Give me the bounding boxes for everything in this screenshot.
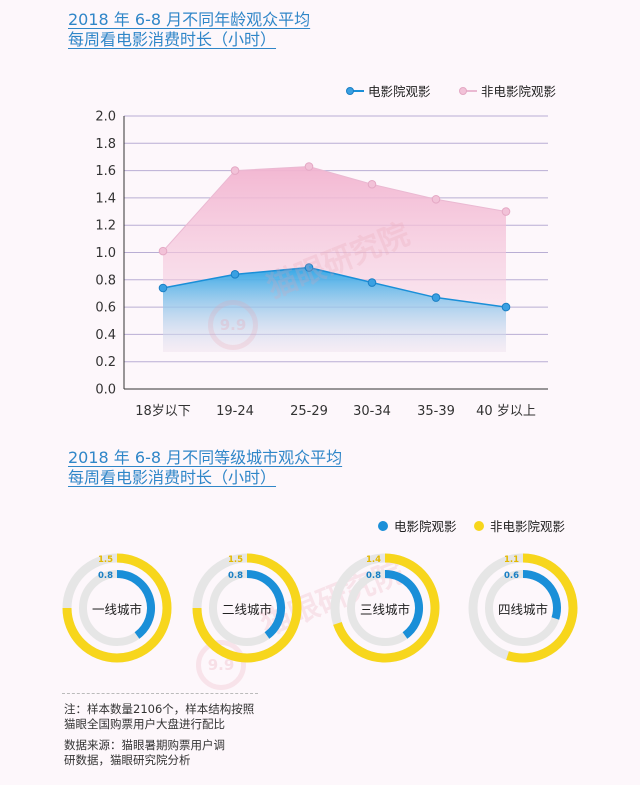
watermark-logo-2: 9.9 [196, 640, 246, 690]
legend-cinema-label: 电影院观影 [368, 84, 431, 99]
donut-arc-cinema [384, 570, 423, 639]
y-tick-label: 0.2 [95, 355, 116, 370]
legend-non-cinema: 非电影院观影 [459, 81, 557, 100]
donut-tier-2: 1.5 0.8 二线城市 [192, 553, 302, 663]
donut-tier-1-graphic: 1.5 0.8 [62, 553, 172, 663]
data-point [367, 179, 377, 189]
data-point [158, 246, 168, 256]
y-tick-label: 2.0 [95, 110, 116, 125]
watermark-logo-1: 9.9 [208, 300, 258, 350]
legend-cinema: 电影院观影 [346, 81, 431, 100]
donut-value-non-cinema: 1.1 [504, 555, 519, 565]
donut-arc-non-cinema [192, 553, 302, 663]
donut-tier-3-label: 三线城市 [359, 601, 410, 617]
y-tick-label: 1.8 [95, 137, 116, 152]
donut-arc-non-cinema [506, 553, 578, 663]
line-chart-title-line-2: 每周看电影消费时长（小时） [68, 30, 277, 49]
donut-tier-4-graphic: 1.1 0.6 [468, 553, 578, 663]
legend-non-cinema-marker [459, 86, 477, 95]
source-note-line-2: 研数据，猫眼研究院分析 [64, 753, 191, 767]
x-tick-label: 25-29 [290, 404, 328, 419]
data-point [501, 302, 511, 312]
donut-legend-non-cinema-marker [474, 520, 484, 531]
donut-tier-2-graphic: 1.5 0.8 [192, 553, 302, 663]
x-tick-label: 35-39 [417, 404, 455, 419]
donut-value-non-cinema: 1.5 [98, 555, 113, 565]
y-tick-label: 0.8 [95, 273, 116, 288]
x-tick-label: 40 岁以上 [476, 404, 536, 419]
data-point [158, 283, 168, 293]
donut-chart-title-line-2: 每周看电影消费时长（小时） [68, 468, 277, 487]
y-tick-label: 0.0 [95, 383, 116, 398]
donut-tier-3: 1.4 0.8 三线城市 [330, 553, 440, 663]
data-point [230, 270, 240, 279]
donut-legend-cinema-label: 电影院观影 [394, 519, 457, 534]
x-tick-label: 18岁以下 [135, 404, 191, 419]
donut-value-cinema: 0.8 [98, 571, 113, 581]
donut-chart-title-line-1: 2018 年 6-8 月不同等级城市观众平均 [68, 448, 343, 467]
series-line-1 [162, 166, 507, 252]
donut-value-cinema: 0.8 [366, 571, 381, 581]
data-point [304, 162, 314, 171]
legend-cinema-marker [346, 86, 364, 95]
donut-tier-4: 1.1 0.6 四线城市 [468, 553, 578, 663]
donut-chart-title: 2018 年 6-8 月不同等级城市观众平均 每周看电影消费时长（小时） [68, 448, 342, 488]
data-point [431, 293, 441, 302]
donut-tier-1: 1.5 0.8 一线城市 [62, 553, 172, 663]
source-note-line-1: 数据来源：猫眼暑期购票用户调 [64, 738, 225, 752]
data-point [431, 194, 441, 204]
donut-value-non-cinema: 1.5 [228, 555, 243, 565]
y-tick-label: 1.2 [95, 219, 116, 234]
data-point [230, 166, 240, 175]
data-point [367, 278, 377, 287]
line-chart-title-line-1: 2018 年 6-8 月不同年龄观众平均 [68, 10, 311, 29]
x-tick-label: 30-34 [353, 404, 391, 419]
legend-non-cinema-label: 非电影院观影 [481, 84, 557, 99]
donut-legend-non-cinema-label: 非电影院观影 [490, 519, 566, 534]
y-tick-label: 1.0 [95, 246, 116, 261]
x-tick-label: 19-24 [216, 404, 254, 419]
data-point [304, 263, 314, 272]
y-tick-label: 0.6 [95, 301, 116, 316]
donut-tier-2-label: 二线城市 [221, 601, 272, 617]
donut-arc-non-cinema [62, 553, 172, 663]
donut-arc-cinema [246, 570, 285, 639]
donut-tier-1-label: 一线城市 [91, 601, 142, 617]
data-point [501, 207, 511, 216]
donut-arc-non-cinema [333, 553, 440, 663]
source-note: 数据来源：猫眼暑期购票用户调 研数据，猫眼研究院分析 [64, 738, 225, 768]
y-tick-label: 1.4 [95, 191, 116, 206]
donut-tier-4-label: 四线城市 [497, 601, 548, 617]
y-tick-label: 1.6 [95, 164, 116, 179]
sample-note-line-2: 猫眼全国购票用户大盘进行配比 [64, 717, 225, 731]
donut-legend-cinema-marker [378, 520, 388, 531]
y-tick-label: 0.4 [95, 328, 116, 343]
donut-tier-3-graphic: 1.4 0.8 [330, 553, 440, 663]
donut-arc-cinema [116, 570, 155, 639]
donut-legend-cinema: 电影院观影 [378, 516, 457, 535]
donut-value-cinema: 0.6 [504, 571, 519, 581]
series-line-0 [162, 266, 507, 308]
line-chart-title: 2018 年 6-8 月不同年龄观众平均 每周看电影消费时长（小时） [68, 10, 310, 50]
donut-value-cinema: 0.8 [228, 571, 243, 581]
donut-arc-cinema [522, 570, 561, 620]
sample-note: 注：样本数量2106个，样本结构按照 猫眼全国购票用户大盘进行配比 [64, 702, 254, 732]
sample-note-line-1: 注：样本数量2106个，样本结构按照 [64, 702, 255, 716]
notes-divider [62, 693, 258, 694]
donut-legend-non-cinema: 非电影院观影 [474, 516, 565, 535]
donut-value-non-cinema: 1.4 [366, 555, 381, 565]
